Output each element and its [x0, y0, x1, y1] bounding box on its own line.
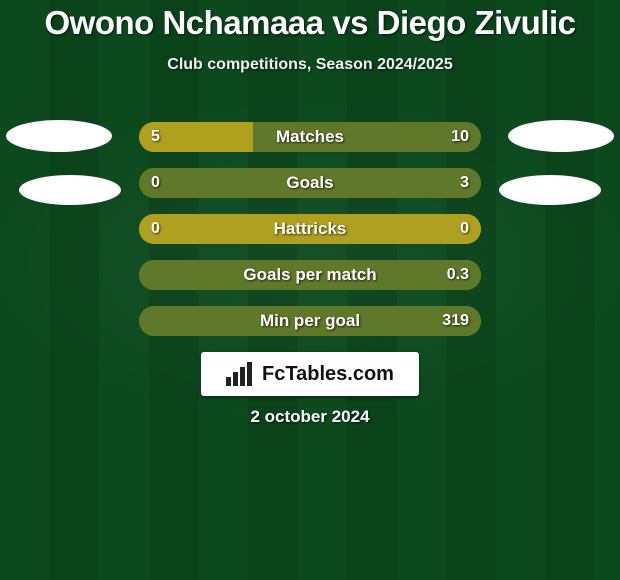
stat-rows: 5Matches100Goals30Hattricks0Goals per ma… [0, 122, 620, 352]
page-subtitle: Club competitions, Season 2024/2025 [0, 56, 620, 74]
stat-value-right: 0.3 [447, 260, 469, 290]
comparison-card: Owono Nchamaaa vs Diego Zivulic Club com… [0, 0, 620, 580]
stat-label: Hattricks [139, 214, 481, 244]
stat-row: Goals per match0.3 [139, 260, 481, 290]
brand-badge: FcTables.com [201, 352, 419, 396]
bars-icon [226, 362, 254, 386]
stat-row: 5Matches10 [139, 122, 481, 152]
stat-value-right: 0 [460, 214, 469, 244]
stat-row: Min per goal319 [139, 306, 481, 336]
brand-text: FcTables.com [262, 363, 394, 386]
date-label: 2 october 2024 [0, 407, 620, 427]
stat-row: 0Goals3 [139, 168, 481, 198]
stat-row: 0Hattricks0 [139, 214, 481, 244]
stat-label: Goals [139, 168, 481, 198]
stat-value-right: 3 [460, 168, 469, 198]
stat-label: Matches [139, 122, 481, 152]
stat-value-right: 10 [451, 122, 469, 152]
page-title: Owono Nchamaaa vs Diego Zivulic [0, 0, 620, 42]
stat-label: Min per goal [139, 306, 481, 336]
stat-label: Goals per match [139, 260, 481, 290]
stat-value-right: 319 [442, 306, 469, 336]
